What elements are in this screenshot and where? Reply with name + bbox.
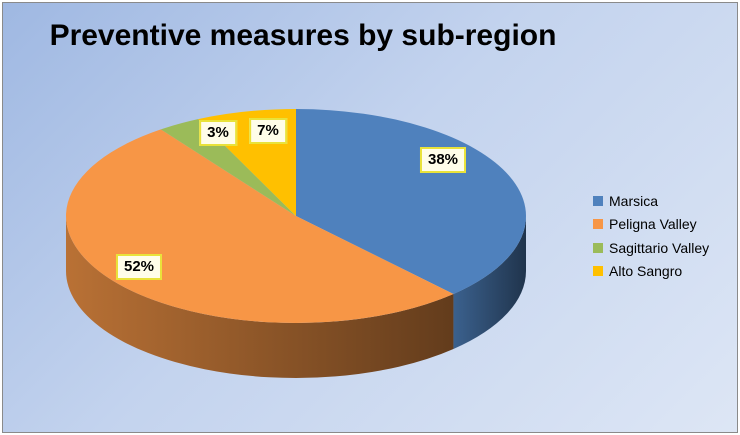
data-label-alto-sangro: 7% [249, 118, 287, 144]
data-label-sagittario-valley: 3% [199, 120, 237, 146]
legend-item-sagittario-valley[interactable]: Sagittario Valley [593, 236, 709, 260]
legend-item-marsica[interactable]: Marsica [593, 189, 709, 213]
data-label-peligna-valley: 52% [115, 254, 163, 280]
legend-swatch [593, 266, 603, 277]
slice-peligna-valley[interactable] [65, 129, 454, 324]
data-label-marsica: 38% [419, 147, 467, 173]
legend-item-alto-sangro[interactable]: Alto Sangro [593, 260, 709, 284]
legend-swatch [593, 219, 603, 230]
legend-label: Marsica [609, 192, 659, 209]
legend-swatch [593, 242, 603, 253]
slice-sagittario-valley[interactable] [160, 119, 296, 216]
legend-item-peligna-valley[interactable]: Peligna Valley [593, 213, 709, 237]
legend-label: Sagittario Valley [609, 239, 710, 256]
slice-side-peligna-valley [66, 216, 454, 378]
legend-label: Alto Sangro [609, 263, 683, 280]
legend: Marsica Peligna Valley Sagittario Valley Al… [593, 189, 709, 283]
pie-chart [65, 109, 526, 378]
slice-side-marsica [453, 216, 526, 349]
slice-marsica[interactable] [296, 109, 526, 294]
legend-label: Peligna Valley [609, 216, 697, 233]
chart-title: Preventive measures by sub-region [49, 19, 557, 52]
legend-swatch [593, 195, 603, 206]
